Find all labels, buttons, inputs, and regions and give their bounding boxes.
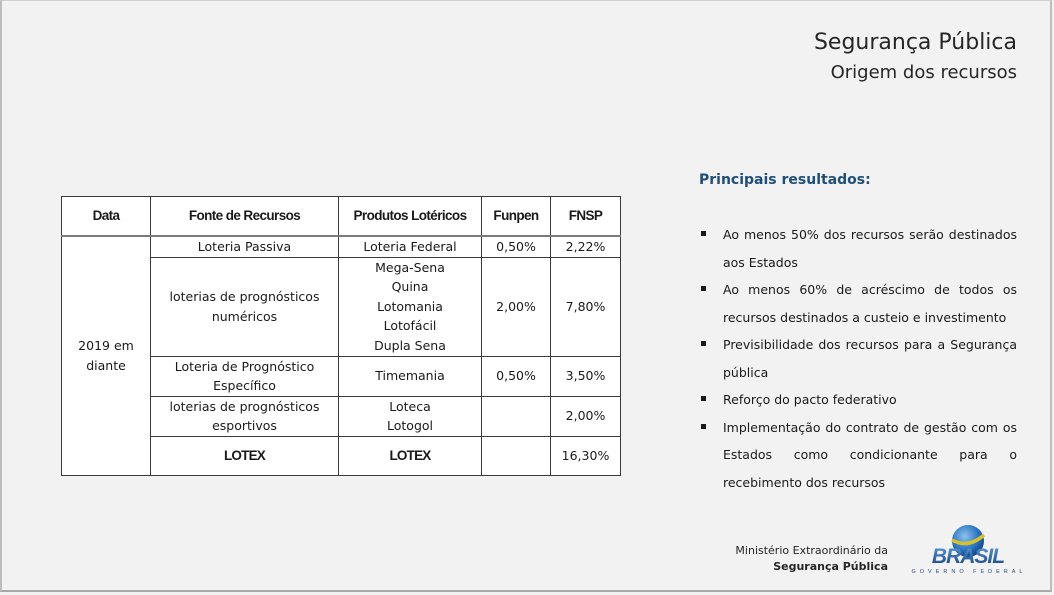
table-row: loterias de prognósticos esportivos Lote… (62, 395, 621, 437)
list-item-text: Reforço do pacto federativo (723, 392, 897, 407)
fonte-text: Loteria de Prognóstico Específico (174, 358, 315, 394)
column-header-fonte: Fonte de Recursos (150, 196, 339, 237)
produto-item: Loteca (389, 398, 431, 414)
list-item-text: Implementação do contrato de gestão com … (723, 419, 1017, 490)
page-subtitle: Origem dos recursos (830, 62, 1017, 83)
fnsp-cell: 7,80% (550, 256, 621, 357)
fnsp-cell: 2,22% (550, 235, 621, 258)
funpen-cell: 0,50% (481, 235, 551, 258)
ministry-line2: Segurança Pública (773, 560, 888, 573)
ministry-label: Ministério Extraordinário da Segurança P… (735, 543, 888, 575)
produto-item: Lotofácil (383, 318, 437, 334)
fonte-cell: loterias de prognósticos numéricos (150, 256, 339, 357)
fnsp-cell: 2,00% (550, 395, 621, 437)
column-header-produtos: Produtos Lotéricos (338, 196, 482, 237)
produto-item: Dupla Sena (374, 337, 446, 353)
produto-item: Mega-Sena (375, 259, 445, 275)
fonte-cell: Loteria de Prognóstico Específico (150, 355, 339, 397)
table-row: 2019 em diante Loteria Passiva Loteria F… (61, 235, 621, 476)
list-item: Ao menos 60% de acréscimo de todos os re… (699, 276, 1017, 331)
fonte-cell: Loteria Passiva (150, 235, 339, 258)
produtos-cell: Loteria Federal (338, 235, 482, 258)
produto-item: Lotogol (387, 418, 433, 433)
bullet-icon (701, 423, 706, 429)
table-row: LOTEX LOTEX 16,30% (62, 435, 621, 476)
table-header-row: Data Fonte de Recursos Produtos Lotérico… (61, 196, 621, 237)
produto-item: Lotomania (377, 298, 443, 314)
list-item: Reforço do pacto federativo (699, 386, 1017, 414)
results-list: Ao menos 50% dos recursos serão destinad… (699, 221, 1017, 496)
produto-item: Quina (391, 279, 429, 295)
list-item-text: Ao menos 50% dos recursos serão destinad… (723, 227, 1017, 270)
page-title: Segurança Pública (813, 30, 1017, 55)
period-text: 2019 em diante (78, 337, 134, 373)
column-header-funpen: Funpen (481, 196, 551, 237)
funpen-cell (481, 435, 551, 476)
column-header-fnsp: FNSP (550, 196, 621, 237)
fonte-text: loterias de prognósticos esportivos (169, 398, 320, 434)
fonte-text: loterias de prognósticos numéricos (169, 289, 320, 324)
fonte-cell: loterias de prognósticos esportivos (150, 395, 339, 437)
produtos-cell: Mega-Sena Quina Lotomania Lotofácil Dupl… (338, 256, 482, 357)
fnsp-cell: 16,30% (550, 435, 621, 476)
period-cell: 2019 em diante (61, 235, 151, 476)
fonte-cell: LOTEX (150, 435, 339, 476)
bullet-icon (701, 286, 706, 291)
produtos-cell: LOTEX (338, 435, 482, 476)
list-item-text: Ao menos 60% de acréscimo de todos os re… (723, 282, 1017, 325)
brasil-governo-federal-logo-icon: BRASIL GOVERNO FEDERAL (911, 525, 1026, 575)
ministry-line1: Ministério Extraordinário da (735, 544, 888, 557)
list-item-text: Previsibilidade dos recursos para a Segu… (723, 337, 1017, 380)
bullet-icon (701, 396, 706, 401)
produtos-cell: Timemania (338, 355, 482, 397)
svg-text:GOVERNO FEDERAL: GOVERNO FEDERAL (911, 569, 1026, 575)
list-item: Previsibilidade dos recursos para a Segu… (699, 331, 1017, 386)
table-row: Loteria de Prognóstico Específico Timema… (62, 355, 621, 397)
funpen-cell (481, 395, 551, 437)
lottery-resources-table: Data Fonte de Recursos Produtos Lotérico… (61, 196, 621, 476)
svg-text:BRASIL: BRASIL (932, 545, 1004, 568)
results-heading: Principais resultados: (699, 172, 871, 188)
funpen-cell: 2,00% (481, 256, 551, 357)
list-item: Implementação do contrato de gestão com … (699, 414, 1017, 497)
bullet-icon (701, 341, 706, 346)
funpen-cell: 0,50% (481, 355, 551, 397)
list-item: Ao menos 50% dos recursos serão destinad… (699, 221, 1017, 276)
bullet-icon (701, 231, 706, 236)
column-header-data: Data (61, 196, 151, 237)
produtos-cell: Loteca Lotogol (338, 395, 482, 437)
fnsp-cell: 3,50% (550, 355, 621, 397)
